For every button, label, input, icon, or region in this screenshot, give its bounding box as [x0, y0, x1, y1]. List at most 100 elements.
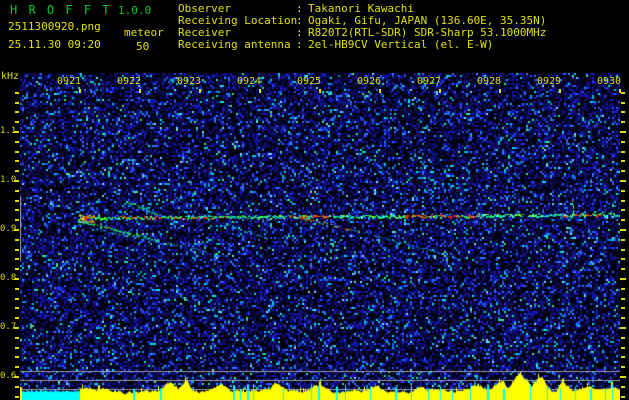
- x-minute-tick: [139, 89, 141, 93]
- y-minor-tick-left: [15, 140, 19, 143]
- y-minor-tick-right: [621, 238, 625, 241]
- x-tick-label: 0926: [356, 76, 382, 87]
- x-minute-tick: [79, 89, 81, 93]
- y-minor-tick-right: [621, 219, 625, 222]
- y-minor-tick-left: [15, 189, 19, 192]
- x-tick-label: 0929: [536, 76, 562, 87]
- y-minor-tick-left: [15, 287, 19, 290]
- x-minute-tick: [559, 89, 561, 93]
- app-version: 1.0.0: [118, 4, 152, 17]
- x-tick-label: 0927: [416, 76, 442, 87]
- x-minute-tick: [259, 89, 261, 93]
- y-minor-tick-right: [621, 160, 625, 163]
- x-minute-tick: [439, 89, 441, 93]
- y-tick-label: 0.7: [0, 322, 17, 332]
- spectrogram-canvas: [20, 73, 620, 400]
- info-label: Receiver: [178, 26, 231, 39]
- y-minor-tick-right: [621, 199, 625, 202]
- info-value: Ogaki, Gifu, JAPAN (136.60E, 35.35N): [308, 14, 547, 27]
- y-minor-tick-right: [621, 268, 625, 271]
- y-minor-tick-right: [621, 170, 625, 173]
- y-minor-tick-right: [621, 346, 625, 349]
- y-minor-tick-left: [15, 209, 19, 212]
- y-major-tick-right: [620, 229, 626, 231]
- mode-label: meteor: [124, 26, 164, 39]
- y-minor-tick-left: [15, 268, 19, 271]
- y-minor-tick-right: [621, 307, 625, 310]
- info-row: Receiver: R820T2(RTL-SDR) SDR-Sharp 53.10…: [178, 27, 546, 39]
- y-major-tick-left: [14, 376, 19, 378]
- y-minor-tick-left: [15, 160, 19, 163]
- y-minor-tick-left: [15, 121, 19, 124]
- x-tick-label: 0923: [176, 76, 202, 87]
- info-separator: :: [296, 2, 303, 15]
- y-minor-tick-left: [15, 101, 19, 104]
- y-tick-label: 0.8: [0, 273, 17, 283]
- x-tick-label: 0925: [296, 76, 322, 87]
- y-major-tick-left: [14, 278, 19, 280]
- y-minor-tick-left: [15, 366, 19, 369]
- y-minor-tick-right: [621, 140, 625, 143]
- y-major-tick-right: [620, 278, 626, 280]
- x-minute-tick: [499, 89, 501, 93]
- info-row: Observer: Takanori Kawachi: [178, 3, 546, 15]
- y-major-tick-left: [14, 180, 19, 182]
- y-major-tick-left: [14, 131, 19, 133]
- y-minor-tick-right: [621, 111, 625, 114]
- y-minor-tick-right: [621, 209, 625, 212]
- y-major-tick-left: [14, 327, 19, 329]
- y-minor-tick-left: [15, 385, 19, 388]
- y-tick-label: 0.6: [0, 371, 17, 381]
- y-minor-tick-left: [15, 317, 19, 320]
- info-row: Receiving Location: Ogaki, Gifu, JAPAN (1…: [178, 15, 546, 27]
- y-minor-tick-left: [15, 356, 19, 359]
- info-label: Receiving antenna: [178, 38, 291, 51]
- y-minor-tick-right: [621, 189, 625, 192]
- info-label: Receiving Location: [178, 14, 298, 27]
- info-value: Takanori Kawachi: [308, 2, 414, 15]
- y-minor-tick-right: [621, 150, 625, 153]
- info-label: Observer: [178, 2, 231, 15]
- y-minor-tick-right: [621, 395, 625, 398]
- y-minor-tick-right: [621, 101, 625, 104]
- y-tick-label: 1.1: [0, 126, 17, 136]
- y-minor-tick-right: [621, 297, 625, 300]
- khz-axis-label: kHz: [1, 71, 20, 82]
- y-minor-tick-right: [621, 121, 625, 124]
- y-major-tick-right: [620, 327, 626, 329]
- y-minor-tick-left: [15, 258, 19, 261]
- y-minor-tick-left: [15, 111, 19, 114]
- y-minor-tick-left: [15, 199, 19, 202]
- y-minor-tick-right: [621, 336, 625, 339]
- y-minor-tick-right: [621, 287, 625, 290]
- filename-label: 2511300920.png: [8, 20, 101, 33]
- y-minor-tick-left: [15, 170, 19, 173]
- y-minor-tick-left: [15, 346, 19, 349]
- y-minor-tick-left: [15, 219, 19, 222]
- y-tick-label: 1.0: [0, 175, 17, 185]
- y-minor-tick-left: [15, 150, 19, 153]
- y-minor-tick-left: [15, 238, 19, 241]
- x-tick-label: 0924: [236, 76, 262, 87]
- y-minor-tick-left: [15, 336, 19, 339]
- app-title: H R O F F T: [10, 3, 112, 17]
- x-minute-tick: [319, 89, 321, 93]
- info-value: 2el-HB9CV Vertical (el. E-W): [308, 38, 494, 51]
- y-minor-tick-left: [15, 307, 19, 310]
- info-row: Receiving antenna:2el-HB9CV Vertical (el…: [178, 39, 546, 51]
- x-minute-tick: [619, 89, 621, 93]
- y-minor-tick-left: [15, 248, 19, 251]
- y-minor-tick-right: [621, 248, 625, 251]
- y-minor-tick-right: [621, 317, 625, 320]
- y-major-tick-right: [620, 131, 626, 133]
- info-separator: :: [296, 38, 303, 51]
- datetime-label: 25.11.30 09:20: [8, 38, 101, 51]
- info-separator: :: [296, 14, 303, 27]
- station-info: Observer: Takanori Kawachi Receiving Locat…: [178, 3, 546, 51]
- y-minor-tick-left: [15, 395, 19, 398]
- info-value: R820T2(RTL-SDR) SDR-Sharp 53.1000MHz: [308, 26, 547, 39]
- x-tick-label: 0930: [596, 76, 622, 87]
- y-minor-tick-right: [621, 258, 625, 261]
- info-separator: :: [296, 26, 303, 39]
